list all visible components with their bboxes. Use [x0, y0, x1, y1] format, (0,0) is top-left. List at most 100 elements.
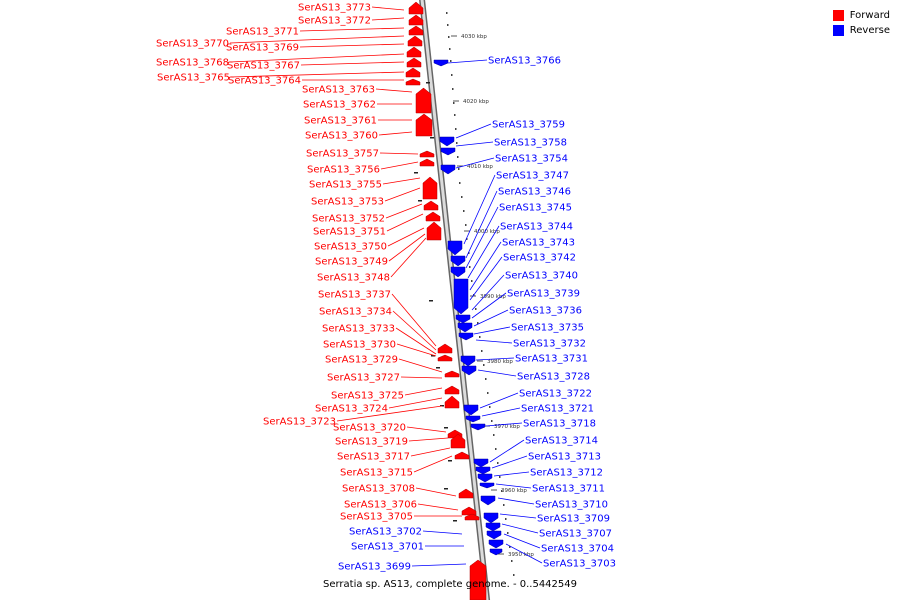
gene-label[interactable]: SerAS13_3772	[298, 16, 371, 27]
gene-arrow[interactable]	[458, 488, 474, 499]
gene-label[interactable]: SerAS13_3723	[263, 417, 336, 428]
gene-arrow[interactable]	[408, 14, 424, 26]
gene-label[interactable]: SerAS13_3737	[318, 290, 391, 301]
gene-arrow[interactable]	[437, 343, 453, 354]
gene-arrow[interactable]	[415, 87, 432, 114]
gene-label[interactable]: SerAS13_3769	[226, 43, 299, 54]
gene-arrow[interactable]	[423, 200, 439, 211]
gene-arrow[interactable]	[479, 482, 495, 489]
gene-label[interactable]: SerAS13_3730	[323, 340, 396, 351]
gene-arrow[interactable]	[440, 147, 456, 156]
gene-arrow[interactable]	[473, 458, 489, 468]
gene-arrow[interactable]	[469, 559, 487, 600]
gene-arrow[interactable]	[460, 355, 476, 367]
gene-arrow[interactable]	[439, 136, 455, 147]
gene-label[interactable]: SerAS13_3770	[156, 39, 229, 50]
gene-arrow[interactable]	[457, 322, 473, 333]
gene-arrow[interactable]	[444, 395, 460, 409]
gene-arrow[interactable]	[419, 158, 435, 167]
gene-arrow[interactable]	[407, 35, 423, 47]
gene-arrow[interactable]	[485, 522, 501, 532]
gene-label[interactable]: SerAS13_3715	[340, 468, 413, 479]
gene-label[interactable]: SerAS13_3721	[521, 404, 594, 415]
gene-label[interactable]: SerAS13_3735	[511, 323, 584, 334]
gene-label[interactable]: SerAS13_3749	[315, 257, 388, 268]
gene-arrow[interactable]	[488, 539, 504, 549]
gene-label[interactable]: SerAS13_3705	[340, 512, 413, 523]
gene-label[interactable]: SerAS13_3745	[499, 203, 572, 214]
gene-label[interactable]: SerAS13_3731	[515, 354, 588, 365]
gene-arrow[interactable]	[453, 278, 469, 315]
gene-label[interactable]: SerAS13_3747	[496, 171, 569, 182]
gene-label[interactable]: SerAS13_3702	[349, 527, 422, 538]
gene-label[interactable]: SerAS13_3750	[314, 242, 387, 253]
gene-arrow[interactable]	[450, 255, 466, 267]
gene-arrow[interactable]	[454, 451, 470, 460]
gene-label[interactable]: SerAS13_3754	[495, 154, 568, 165]
gene-label[interactable]: SerAS13_3757	[306, 149, 379, 160]
gene-arrow[interactable]	[422, 176, 438, 200]
gene-arrow[interactable]	[419, 150, 435, 158]
gene-label[interactable]: SerAS13_3736	[509, 306, 582, 317]
gene-arrow[interactable]	[450, 266, 466, 278]
gene-label[interactable]: SerAS13_3704	[541, 544, 614, 555]
gene-arrow[interactable]	[425, 211, 441, 222]
gene-label[interactable]: SerAS13_3720	[333, 423, 406, 434]
gene-label[interactable]: SerAS13_3703	[543, 559, 616, 570]
gene-label[interactable]: SerAS13_3766	[488, 56, 561, 67]
gene-arrow[interactable]	[426, 221, 442, 241]
gene-label[interactable]: SerAS13_3765	[157, 73, 230, 84]
gene-label[interactable]: SerAS13_3734	[319, 307, 392, 318]
gene-label[interactable]: SerAS13_3701	[351, 542, 424, 553]
gene-label[interactable]: SerAS13_3710	[535, 500, 608, 511]
gene-arrow[interactable]	[408, 1, 424, 15]
gene-label[interactable]: SerAS13_3752	[312, 214, 385, 225]
gene-label[interactable]: SerAS13_3722	[519, 389, 592, 400]
gene-label[interactable]: SerAS13_3773	[298, 3, 371, 14]
gene-arrow[interactable]	[437, 354, 453, 362]
gene-arrow[interactable]	[480, 495, 496, 506]
gene-label[interactable]: SerAS13_3724	[315, 404, 388, 415]
gene-label[interactable]: SerAS13_3714	[525, 436, 598, 447]
gene-label[interactable]: SerAS13_3727	[327, 373, 400, 384]
gene-arrow[interactable]	[444, 370, 460, 378]
gene-label[interactable]: SerAS13_3753	[311, 197, 384, 208]
gene-label[interactable]: SerAS13_3764	[228, 76, 301, 87]
legend-forward[interactable]: Forward	[832, 8, 890, 23]
gene-label[interactable]: SerAS13_3739	[507, 289, 580, 300]
gene-label[interactable]: SerAS13_3771	[226, 27, 299, 38]
gene-label[interactable]: SerAS13_3760	[305, 131, 378, 142]
legend-reverse[interactable]: Reverse	[832, 23, 890, 38]
gene-label[interactable]: SerAS13_3706	[344, 500, 417, 511]
gene-arrow[interactable]	[477, 473, 493, 483]
gene-label[interactable]: SerAS13_3709	[537, 514, 610, 525]
gene-arrow[interactable]	[405, 78, 421, 86]
gene-arrow[interactable]	[489, 548, 503, 556]
gene-label[interactable]: SerAS13_3759	[492, 120, 565, 131]
gene-arrow[interactable]	[408, 25, 424, 36]
gene-arrow[interactable]	[458, 332, 474, 341]
gene-label[interactable]: SerAS13_3748	[317, 273, 390, 284]
gene-label[interactable]: SerAS13_3742	[503, 253, 576, 264]
gene-arrow[interactable]	[463, 404, 479, 416]
gene-label[interactable]: SerAS13_3744	[500, 222, 573, 233]
gene-arrow[interactable]	[464, 513, 480, 521]
gene-label[interactable]: SerAS13_3699	[338, 562, 411, 573]
gene-arrow[interactable]	[440, 164, 456, 175]
gene-arrow[interactable]	[455, 314, 471, 324]
gene-label[interactable]: SerAS13_3718	[523, 419, 596, 430]
gene-label[interactable]: SerAS13_3768	[156, 58, 229, 69]
gene-label[interactable]: SerAS13_3732	[513, 339, 586, 350]
gene-label[interactable]: SerAS13_3758	[494, 138, 567, 149]
gene-label[interactable]: SerAS13_3740	[505, 271, 578, 282]
gene-arrow[interactable]	[486, 530, 502, 540]
gene-arrow[interactable]	[450, 433, 466, 449]
gene-arrow[interactable]	[433, 59, 449, 67]
gene-label[interactable]: SerAS13_3743	[502, 238, 575, 249]
gene-arrow[interactable]	[415, 113, 433, 137]
gene-arrow[interactable]	[461, 365, 477, 376]
gene-arrow[interactable]	[475, 466, 491, 475]
gene-label[interactable]: SerAS13_3712	[530, 468, 603, 479]
gene-label[interactable]: SerAS13_3719	[335, 437, 408, 448]
gene-arrow[interactable]	[406, 57, 422, 68]
